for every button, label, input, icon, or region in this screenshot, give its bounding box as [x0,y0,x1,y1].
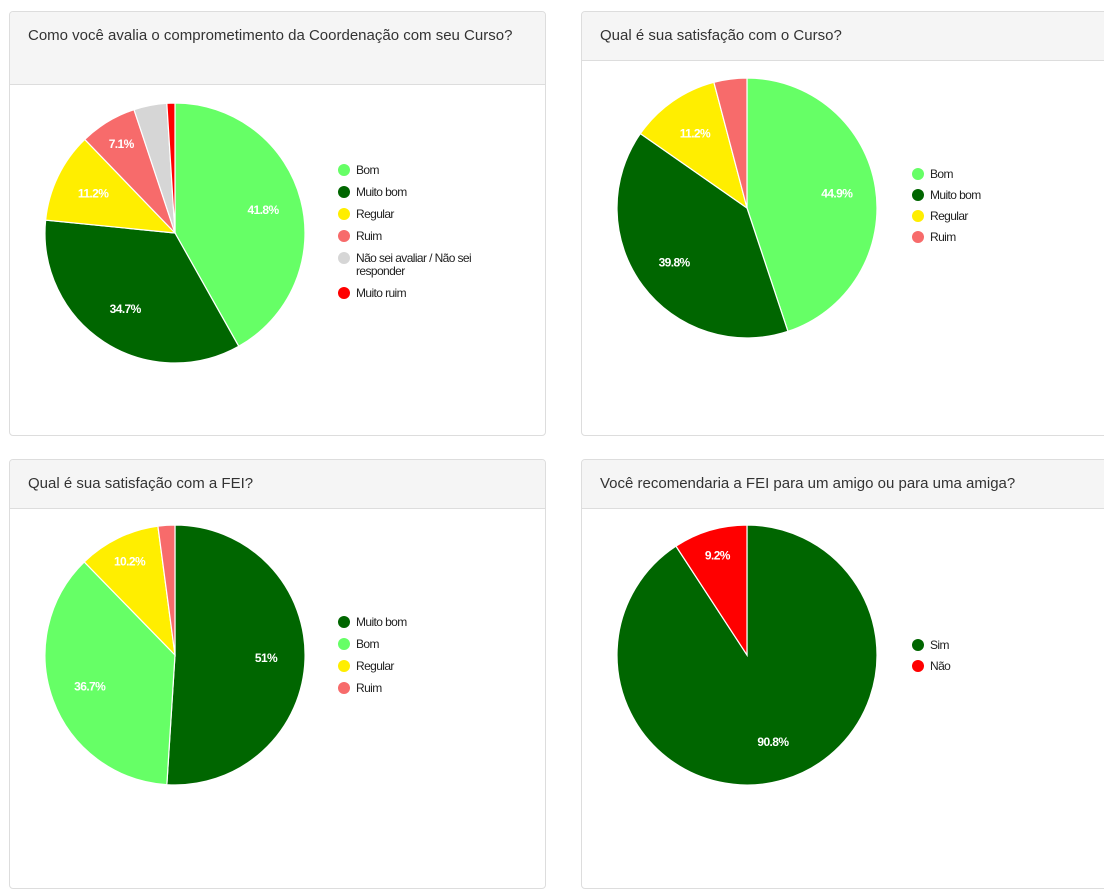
legend-label: Regular [930,209,968,223]
pie-slice-regular[interactable] [83,525,176,657]
legend-label: Muito bom [356,615,407,629]
pie-slice-muito-bom[interactable] [44,219,240,364]
slice-label-nao: 9.2% [705,548,731,562]
legend-label: Muito bom [930,188,981,202]
pie-slice-nao[interactable] [675,524,748,658]
legend-item-regular[interactable]: Regular [338,659,395,673]
legend-swatch [338,208,350,220]
slice-label-bom: 36.7% [74,680,106,694]
legend-item-muito-bom[interactable]: Muito bom [912,188,982,202]
legend-item-muito-bom[interactable]: Muito bom [338,615,408,629]
legend-swatch [912,660,924,672]
slice-label-bom: 41.8% [247,203,279,217]
legend-label: Bom [356,163,379,177]
legend-item-bom[interactable]: Bom [912,167,954,181]
legend-label: Ruim [356,229,382,243]
legend-swatch [912,189,924,201]
pie-chart-recomendacao: 90.8% 9.2% Sim Não [616,524,952,786]
legend-swatch [338,660,350,672]
legend-item-sim[interactable]: Sim [912,638,950,652]
slice-label-regular: 11.2% [78,186,109,200]
pie-chart-curso: 44.9% 39.8% 11.2% Bom Muito bom Regular Ruim [616,77,982,339]
slice-label-muito-bom: 51% [255,651,278,665]
pie-slice-bom[interactable] [746,77,878,333]
legend-swatch [912,210,924,222]
legend-item-bom[interactable]: Bom [338,637,380,651]
legend-item-nao[interactable]: Não [912,659,952,673]
chart-panel-curso: Qual é sua satisfação com o Curso? 44.9%… [581,11,1104,436]
slice-label-muito-bom: 34.7% [110,302,142,316]
legend-label: Muito bom [356,185,407,199]
pie-slice-bom[interactable] [174,102,306,348]
slice-label-regular: 11.2% [680,126,711,140]
legend-item-regular[interactable]: Regular [338,207,395,221]
legend-label: Não [930,659,951,673]
legend-item-regular[interactable]: Regular [912,209,969,223]
legend-swatch [912,231,924,243]
pie-slice-muito-ruim[interactable] [166,102,176,234]
legend-item-ruim[interactable]: Ruim [338,681,383,695]
legend-swatch [338,164,350,176]
legend-swatch [912,639,924,651]
legend-swatch [338,287,350,299]
legend-label: Ruim [356,681,382,695]
slice-label-bom: 44.9% [821,187,853,201]
slice-label-muito-bom: 39.8% [659,255,691,269]
panel-title: Qual é sua satisfação com o Curso? [582,12,1104,61]
chart-panel-fei: Qual é sua satisfação com a FEI? 51% 36.7… [9,459,546,889]
legend-label: Regular [356,659,394,673]
legend-swatch [338,638,350,650]
slice-label-ruim: 7.1% [109,137,135,151]
chart-panel-coordenacao: Como você avalia o comprometimento da Co… [9,11,546,436]
pie-slice-muito-bom[interactable] [166,524,306,786]
legend-label: Ruim [930,230,956,244]
legend-label: Muito ruim [356,286,407,300]
pie-slice-bom[interactable] [44,561,176,786]
panel-title: Como você avalia o comprometimento da Co… [10,12,545,85]
legend-label: Não sei avaliar / Não sei [356,251,471,265]
panel-title: Você recomendaria a FEI para um amigo ou… [582,460,1104,509]
legend-swatch [912,168,924,180]
slice-label-sim: 90.8% [757,735,789,749]
legend-label: Sim [930,638,949,652]
legend-label: Bom [930,167,953,181]
pie-slice-regular[interactable] [639,81,748,210]
pie-slice-regular[interactable] [44,138,177,234]
legend-swatch [338,252,350,264]
legend-swatch [338,616,350,628]
legend-label: Bom [356,637,379,651]
legend-item-ruim[interactable]: Ruim [338,229,383,243]
legend-item-muito-bom[interactable]: Muito bom [338,185,408,199]
legend-swatch [338,186,350,198]
panel-title: Qual é sua satisfação com a FEI? [10,460,545,509]
pie-slice-ruim[interactable] [157,524,176,656]
legend-label: responder [356,264,405,278]
pie-slice-muito-bom[interactable] [616,132,789,339]
pie-slice-ruim[interactable] [713,77,748,209]
pie-slice-sim[interactable] [616,524,878,786]
legend-label: Regular [356,207,394,221]
legend-item-bom[interactable]: Bom [338,163,380,177]
pie-chart-fei: 51% 36.7% 10.2% Muito bom Bom Regular Ruim [44,524,408,786]
legend-item-ruim[interactable]: Ruim [912,230,957,244]
legend-swatch [338,682,350,694]
legend-item-muito-ruim[interactable]: Muito ruim [338,286,407,300]
chart-panel-recomendacao: Você recomendaria a FEI para um amigo ou… [581,459,1104,889]
pie-chart-coordenacao: 41.8% 34.7% 11.2% 7.1% Bom Muito bom Regular Ru… [44,102,472,364]
legend-swatch [338,230,350,242]
slice-label-regular: 10.2% [114,555,146,569]
